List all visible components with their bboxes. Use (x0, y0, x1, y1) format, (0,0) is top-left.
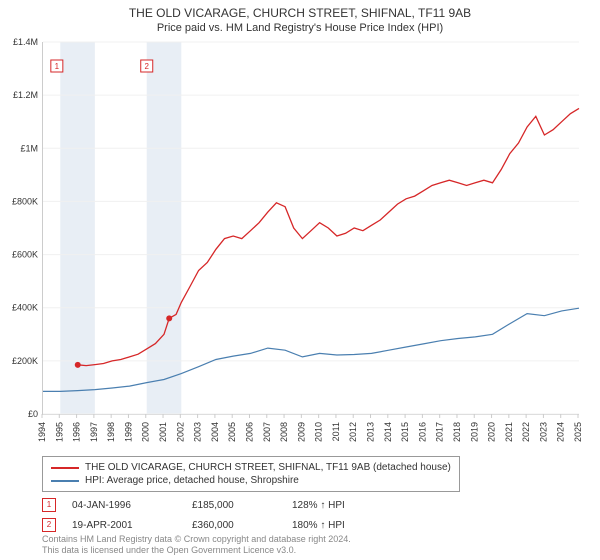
svg-text:£400K: £400K (12, 303, 38, 313)
plot-area: 12 (42, 42, 579, 415)
sale-hpi-1: 128% ↑ HPI (292, 500, 345, 511)
legend-item: THE OLD VICARAGE, CHURCH STREET, SHIFNAL… (51, 461, 451, 474)
sale-marker-1: 1 (42, 498, 56, 512)
svg-text:2017: 2017 (435, 422, 445, 442)
svg-text:2013: 2013 (366, 422, 376, 442)
svg-text:2021: 2021 (504, 422, 514, 442)
svg-text:£800K: £800K (12, 196, 38, 206)
svg-text:2003: 2003 (193, 422, 203, 442)
svg-text:2012: 2012 (348, 422, 358, 442)
svg-text:2006: 2006 (244, 422, 254, 442)
svg-text:£1M: £1M (20, 143, 38, 153)
sale-hpi-2: 180% ↑ HPI (292, 520, 345, 531)
svg-text:2005: 2005 (227, 422, 237, 442)
svg-text:£600K: £600K (12, 250, 38, 260)
svg-text:1997: 1997 (89, 422, 99, 442)
svg-text:2020: 2020 (487, 422, 497, 442)
x-axis: 1994199519961997199819992000200120022003… (42, 414, 578, 456)
svg-text:1999: 1999 (123, 422, 133, 442)
sale-price-1: £185,000 (192, 500, 292, 511)
legend-label: HPI: Average price, detached house, Shro… (85, 475, 299, 486)
svg-text:2000: 2000 (141, 422, 151, 442)
svg-text:2015: 2015 (400, 422, 410, 442)
legend-swatch (51, 480, 79, 482)
svg-text:2019: 2019 (469, 422, 479, 442)
svg-text:2009: 2009 (296, 422, 306, 442)
svg-text:1994: 1994 (37, 422, 47, 442)
chart-title: THE OLD VICARAGE, CHURCH STREET, SHIFNAL… (0, 0, 600, 20)
svg-text:£0: £0 (28, 409, 38, 419)
svg-text:2023: 2023 (538, 422, 548, 442)
svg-text:2018: 2018 (452, 422, 462, 442)
svg-text:2011: 2011 (331, 422, 341, 441)
legend-item: HPI: Average price, detached house, Shro… (51, 474, 451, 487)
svg-text:£200K: £200K (12, 356, 38, 366)
sale-price-2: £360,000 (192, 520, 292, 531)
svg-text:1995: 1995 (54, 422, 64, 442)
plot-svg: 12 (43, 42, 579, 414)
legend: THE OLD VICARAGE, CHURCH STREET, SHIFNAL… (42, 456, 460, 492)
svg-text:2025: 2025 (573, 422, 583, 442)
sale-row-1: 1 04-JAN-1996 £185,000 128% ↑ HPI (42, 498, 345, 512)
footer-line-2: This data is licensed under the Open Gov… (42, 545, 351, 557)
svg-text:2014: 2014 (383, 422, 393, 442)
sale-marker-2: 2 (42, 518, 56, 532)
svg-text:2: 2 (145, 62, 150, 71)
svg-text:2022: 2022 (521, 422, 531, 442)
legend-swatch (51, 467, 79, 469)
sale-date-2: 19-APR-2001 (72, 520, 192, 531)
svg-text:2001: 2001 (158, 422, 168, 442)
svg-text:2004: 2004 (210, 422, 220, 442)
footer: Contains HM Land Registry data © Crown c… (42, 534, 351, 557)
svg-text:1996: 1996 (72, 422, 82, 442)
svg-text:2010: 2010 (314, 422, 324, 442)
svg-text:£1.2M: £1.2M (13, 90, 38, 100)
svg-text:£1.4M: £1.4M (13, 37, 38, 47)
chart-container: THE OLD VICARAGE, CHURCH STREET, SHIFNAL… (0, 0, 600, 560)
svg-text:2008: 2008 (279, 422, 289, 442)
chart-subtitle: Price paid vs. HM Land Registry's House … (0, 20, 600, 38)
svg-text:2016: 2016 (417, 422, 427, 442)
svg-text:2024: 2024 (556, 422, 566, 442)
y-axis: £0£200K£400K£600K£800K£1M£1.2M£1.4M (0, 42, 42, 414)
svg-text:2002: 2002 (175, 422, 185, 442)
legend-label: THE OLD VICARAGE, CHURCH STREET, SHIFNAL… (85, 462, 451, 473)
sale-date-1: 04-JAN-1996 (72, 500, 192, 511)
footer-line-1: Contains HM Land Registry data © Crown c… (42, 534, 351, 546)
sale-row-2: 2 19-APR-2001 £360,000 180% ↑ HPI (42, 518, 345, 532)
svg-text:2007: 2007 (262, 422, 272, 442)
svg-text:1998: 1998 (106, 422, 116, 442)
svg-text:1: 1 (55, 62, 60, 71)
